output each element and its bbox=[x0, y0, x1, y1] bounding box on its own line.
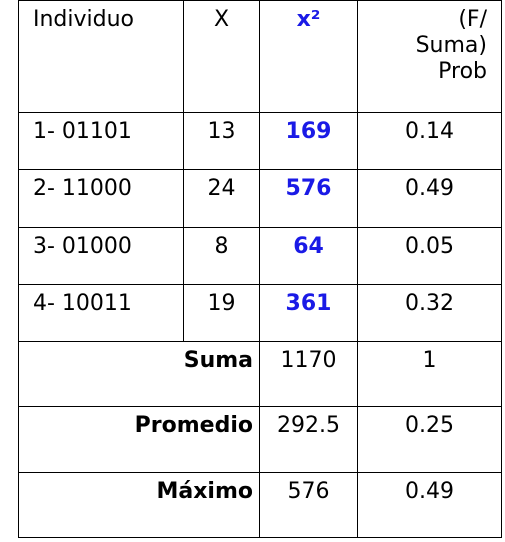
summary-row-maximo: Máximo 576 0.49 bbox=[18, 471, 502, 539]
table-row: 3- 01000 8 64 0.05 bbox=[18, 226, 502, 285]
cell-prob: 0.14 bbox=[357, 112, 502, 171]
summary-row-promedio: Promedio 292.5 0.25 bbox=[18, 406, 502, 473]
cell-prob: 0.49 bbox=[357, 169, 502, 228]
summary-value: 1170 bbox=[259, 340, 358, 408]
table-row: 2- 11000 24 576 0.49 bbox=[18, 169, 502, 228]
summary-label: Máximo bbox=[18, 471, 260, 539]
header-prob-line-1: (F/ bbox=[458, 7, 487, 32]
summary-label: Promedio bbox=[18, 406, 260, 473]
table-row: 4- 10011 19 361 0.32 bbox=[18, 283, 502, 342]
header-individuo: Individuo bbox=[18, 0, 184, 114]
cell-prob: 0.05 bbox=[357, 226, 502, 285]
summary-value: 576 bbox=[259, 471, 358, 539]
cell-individuo: 3- 01000 bbox=[18, 226, 184, 285]
header-row: Individuo X x² (F/ Suma) Prob bbox=[18, 0, 502, 114]
cell-x: 19 bbox=[183, 283, 260, 342]
cell-x-squared: 576 bbox=[259, 169, 358, 228]
header-prob-line-3: Prob bbox=[438, 59, 487, 84]
cell-individuo: 4- 10011 bbox=[18, 283, 184, 342]
cell-x: 24 bbox=[183, 169, 260, 228]
cell-x: 8 bbox=[183, 226, 260, 285]
header-prob: (F/ Suma) Prob bbox=[357, 0, 502, 114]
cell-individuo: 1- 01101 bbox=[18, 112, 184, 171]
summary-prob: 1 bbox=[357, 340, 502, 408]
cell-x-squared: 361 bbox=[259, 283, 358, 342]
cell-x-squared: 64 bbox=[259, 226, 358, 285]
summary-prob: 0.49 bbox=[357, 471, 502, 539]
header-x: X bbox=[183, 0, 260, 114]
cell-x: 13 bbox=[183, 112, 260, 171]
header-x-squared: x² bbox=[259, 0, 358, 114]
fitness-table: Individuo X x² (F/ Suma) Prob 1- 01101 1… bbox=[18, 0, 502, 539]
cell-x-squared: 169 bbox=[259, 112, 358, 171]
cell-prob: 0.32 bbox=[357, 283, 502, 342]
summary-row-suma: Suma 1170 1 bbox=[18, 340, 502, 408]
table-row: 1- 01101 13 169 0.14 bbox=[18, 112, 502, 171]
cell-individuo: 2- 11000 bbox=[18, 169, 184, 228]
header-prob-line-2: Suma) bbox=[415, 33, 487, 58]
summary-value: 292.5 bbox=[259, 406, 358, 473]
summary-prob: 0.25 bbox=[357, 406, 502, 473]
summary-label: Suma bbox=[18, 340, 260, 408]
